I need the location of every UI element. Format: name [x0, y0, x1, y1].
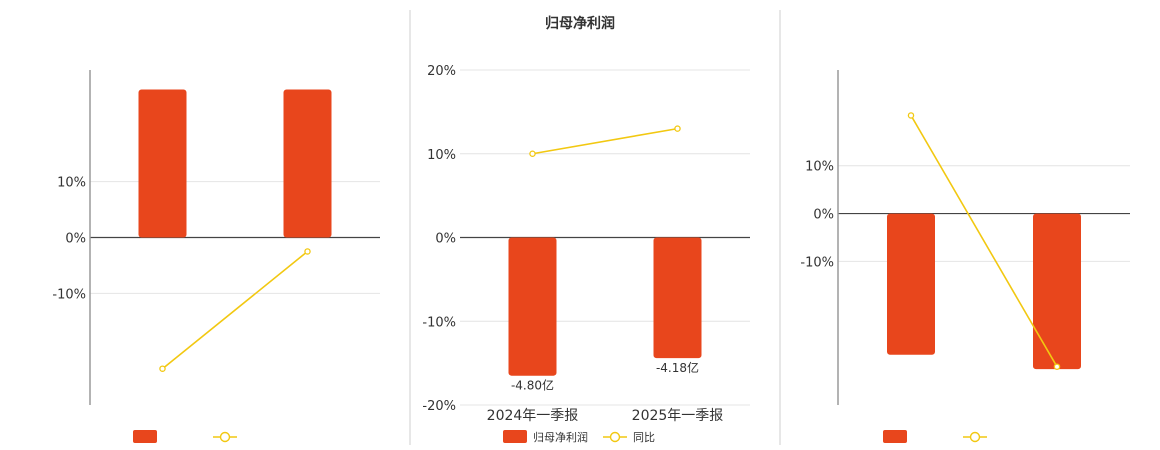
right-chart: 10% 0% -10% — [800, 70, 1130, 443]
legend-line-marker — [969, 431, 981, 443]
y-tick-label: 0% — [435, 232, 456, 247]
line-point — [529, 150, 536, 157]
center-chart: 归母净利润 20% 10% 0% -10% -20% -4.80亿 -4.18亿 2024年一… — [422, 15, 750, 444]
x-tick-label: 2025年一季报 — [632, 408, 724, 424]
bar — [653, 237, 702, 359]
series-line — [161, 250, 309, 370]
legend-line-marker — [609, 431, 621, 443]
bar — [887, 213, 935, 355]
line-point — [1053, 363, 1061, 370]
left-chart: 10% 0% -10% — [52, 70, 380, 443]
x-tick-label: 2024年一季报 — [487, 408, 579, 424]
y-tick-label: 0% — [65, 232, 86, 247]
y-tick-label: -10% — [422, 315, 456, 330]
y-tick-label: 0% — [813, 208, 834, 223]
data-label: -4.80亿 — [511, 378, 554, 393]
bar — [283, 89, 332, 238]
y-tick-label: -10% — [52, 287, 86, 302]
legend-bar-label: 归母净利润 — [533, 430, 588, 444]
bar — [1033, 213, 1081, 370]
bar — [138, 89, 187, 238]
series-line — [910, 115, 1058, 368]
legend-bar-swatch — [133, 430, 157, 443]
y-tick-label: 10% — [427, 148, 456, 163]
line-point — [304, 248, 311, 255]
y-tick-label: -10% — [800, 255, 834, 270]
y-tick-label: 20% — [427, 64, 456, 79]
line-point — [159, 365, 166, 372]
line-point — [907, 112, 915, 119]
legend-bar-swatch — [503, 430, 527, 443]
legend-line-label: 同比 — [633, 431, 655, 444]
chart-title: 归母净利润 — [545, 15, 615, 32]
bar — [508, 237, 557, 376]
line-point — [674, 125, 681, 132]
y-tick-label: 10% — [57, 176, 86, 191]
legend-bar-swatch — [883, 430, 907, 443]
y-tick-label: 10% — [805, 160, 834, 175]
series-line — [532, 127, 678, 155]
legend-line-marker — [219, 431, 231, 443]
data-label: -4.18亿 — [656, 360, 699, 375]
y-tick-label: -20% — [422, 399, 456, 414]
